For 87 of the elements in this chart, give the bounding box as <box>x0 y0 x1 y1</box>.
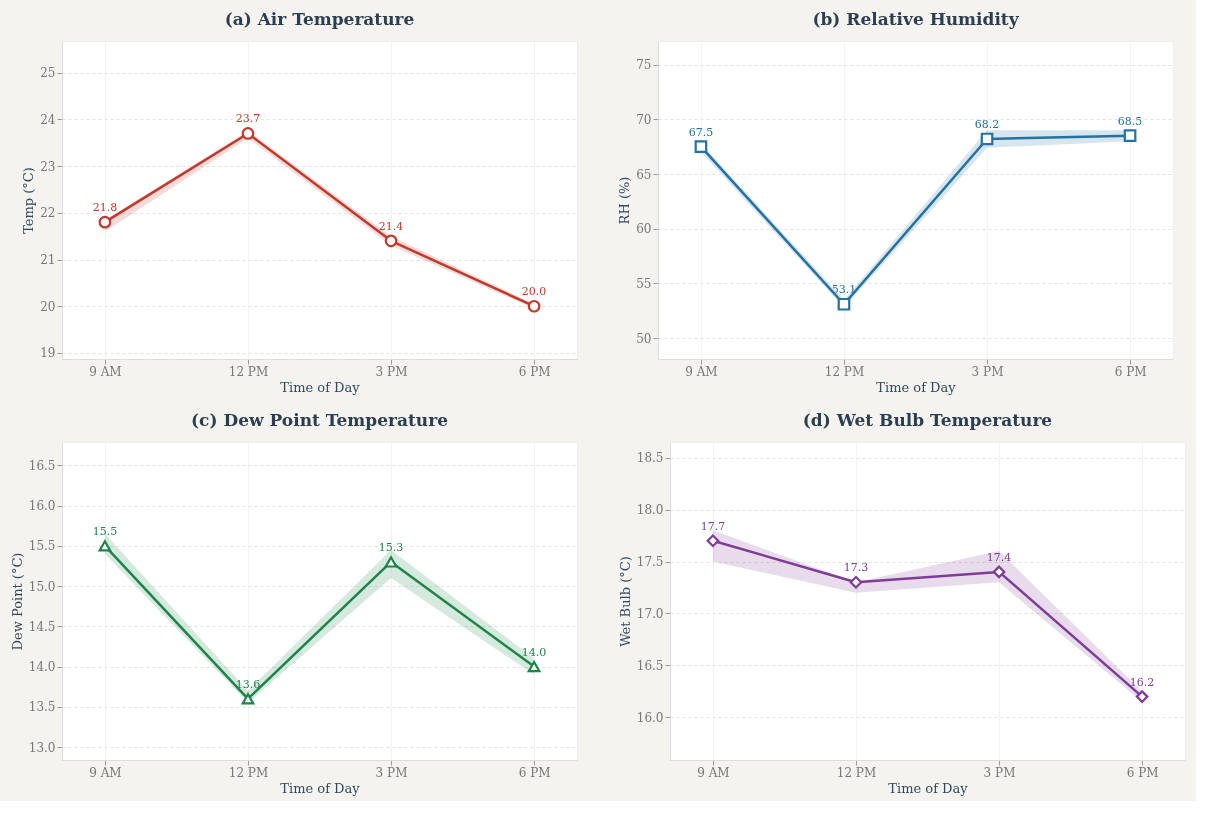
y-tick-label: 19 <box>40 346 56 361</box>
data-label: 68.2 <box>974 117 1000 131</box>
point <box>992 565 1006 579</box>
x-tick-label: 6 PM <box>518 364 551 379</box>
y-tick-label: 50 <box>636 331 652 346</box>
x-tick-label: 6 PM <box>518 765 551 780</box>
point <box>706 534 720 548</box>
data-label: 20.0 <box>521 285 547 299</box>
x-axis-title: Time of Day <box>280 780 361 796</box>
chart-title: (d) Wet Bulb Temperature <box>802 410 1053 430</box>
x-axis-title: Time of Day <box>876 379 957 395</box>
y-tick-label: 70 <box>636 112 652 127</box>
y-tick-label: 55 <box>636 276 652 291</box>
point <box>384 234 398 248</box>
point <box>241 693 255 705</box>
data-label: 23.7 <box>235 112 261 126</box>
x-tick-label: 3 PM <box>375 765 408 780</box>
point <box>980 132 994 146</box>
data-label: 68.5 <box>1117 114 1143 128</box>
y-tick-label: 17.0 <box>636 606 664 621</box>
x-tick-label: 12 PM <box>228 765 269 780</box>
y-tick-label: 65 <box>636 167 652 182</box>
data-label: 17.4 <box>986 550 1012 564</box>
x-tick-label: 12 PM <box>824 364 865 379</box>
data-label: 16.2 <box>1129 675 1155 689</box>
y-tick-label: 75 <box>636 58 652 73</box>
y-tick-label: 17.5 <box>636 555 664 570</box>
y-tick-label: 60 <box>636 222 652 237</box>
chart-title: (a) Air Temperature <box>224 9 415 29</box>
data-label: 14.0 <box>521 645 547 659</box>
point <box>98 540 112 552</box>
x-tick-label: 6 PM <box>1126 765 1159 780</box>
y-tick-label: 18.0 <box>636 503 664 518</box>
y-tick-label: 16.0 <box>636 710 664 725</box>
x-tick-label: 3 PM <box>983 765 1016 780</box>
y-tick-label: 25 <box>40 66 56 81</box>
y-axis-title: RH (%) <box>617 176 633 225</box>
x-tick-label: 9 AM <box>89 364 122 379</box>
y-tick-label: 18.5 <box>636 451 664 466</box>
point <box>527 660 541 673</box>
point <box>1135 690 1149 703</box>
y-axis-title: Dew Point (°C) <box>9 552 25 651</box>
data-label: 21.8 <box>92 201 118 215</box>
y-tick-label: 16.0 <box>28 499 56 514</box>
point <box>694 140 708 153</box>
x-tick-label: 9 AM <box>697 765 730 780</box>
data-label: 67.5 <box>688 125 714 139</box>
chart-title: (b) Relative Humidity <box>812 9 1020 29</box>
data-label: 15.3 <box>378 540 404 554</box>
y-axis-title: Temp (°C) <box>21 167 37 234</box>
y-tick-label: 22 <box>40 206 56 221</box>
data-label: 17.3 <box>843 561 869 575</box>
y-tick-label: 23 <box>40 159 56 174</box>
data-label: 17.7 <box>700 519 726 533</box>
point <box>98 215 112 229</box>
y-tick-label: 21 <box>40 253 56 268</box>
data-label: 15.5 <box>92 524 118 538</box>
x-tick-label: 12 PM <box>836 765 877 780</box>
x-tick-label: 12 PM <box>228 364 269 379</box>
point <box>1123 129 1137 143</box>
point <box>837 297 851 311</box>
point <box>241 127 255 140</box>
x-tick-label: 9 AM <box>89 765 122 780</box>
chart-title: (c) Dew Point Temperature <box>191 410 449 430</box>
x-tick-label: 3 PM <box>375 364 408 379</box>
x-axis-title: Time of Day <box>888 780 969 796</box>
y-tick-label: 14.0 <box>28 660 56 675</box>
y-tick-label: 24 <box>40 112 56 127</box>
y-tick-label: 14.5 <box>28 619 56 634</box>
y-axis-title: Wet Bulb (°C) <box>617 556 633 647</box>
point <box>849 575 863 589</box>
y-tick-label: 20 <box>40 299 56 314</box>
y-tick-label: 16.5 <box>28 458 56 473</box>
x-tick-label: 9 AM <box>685 364 718 379</box>
y-tick-label: 15.5 <box>28 539 56 554</box>
data-label: 13.6 <box>235 677 261 691</box>
x-tick-label: 6 PM <box>1114 364 1147 379</box>
data-label: 21.4 <box>378 219 404 233</box>
y-tick-label: 13.5 <box>28 700 56 715</box>
data-label: 53.1 <box>831 283 857 297</box>
point <box>384 556 398 568</box>
y-tick-label: 13.0 <box>28 740 56 755</box>
x-axis-title: Time of Day <box>280 379 361 395</box>
y-tick-label: 16.5 <box>636 658 664 673</box>
x-tick-label: 3 PM <box>971 364 1004 379</box>
point <box>527 299 541 313</box>
y-tick-label: 15.0 <box>28 579 56 594</box>
